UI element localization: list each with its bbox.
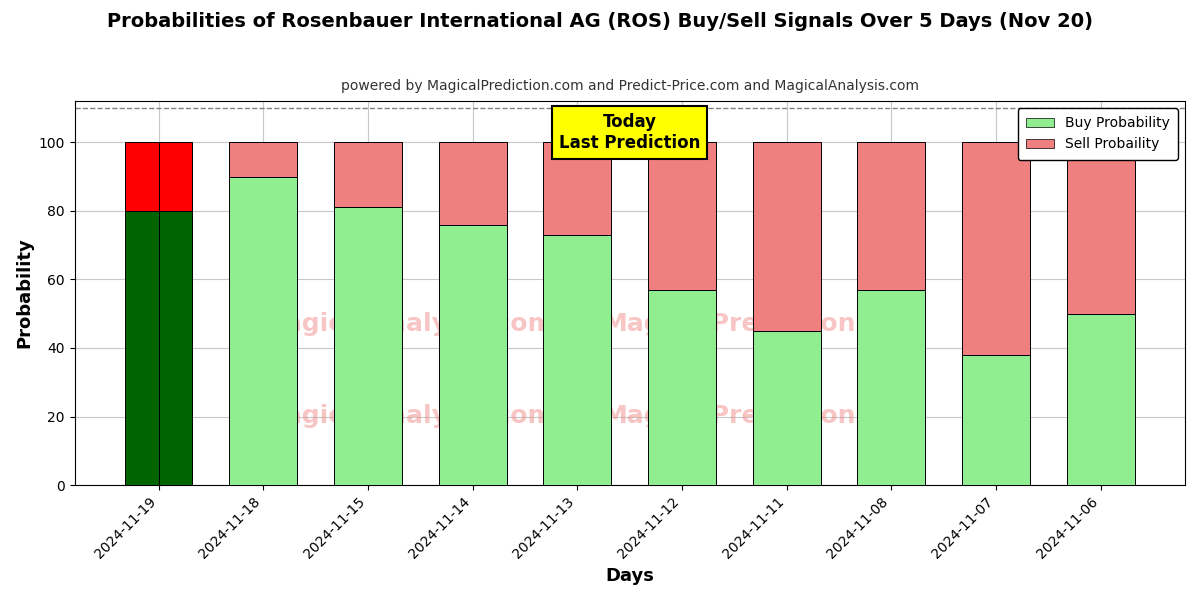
Bar — [544, 142, 611, 235]
Y-axis label: Probability: Probability — [16, 238, 34, 349]
Text: MagicalAnalysis.com: MagicalAnalysis.com — [260, 404, 554, 428]
Bar — [962, 142, 1030, 355]
Bar — [544, 235, 611, 485]
Text: Today
Last Prediction: Today Last Prediction — [559, 113, 701, 152]
Bar — [438, 224, 506, 485]
Bar — [752, 331, 821, 485]
Bar — [1067, 142, 1134, 314]
Bar — [438, 142, 506, 224]
Text: Probabilities of Rosenbauer International AG (ROS) Buy/Sell Signals Over 5 Days : Probabilities of Rosenbauer Internationa… — [107, 12, 1093, 31]
Bar — [125, 142, 158, 211]
Bar — [648, 142, 716, 290]
X-axis label: Days: Days — [605, 567, 654, 585]
Text: MagicalPrediction.com: MagicalPrediction.com — [602, 404, 924, 428]
Bar — [334, 208, 402, 485]
Bar — [962, 355, 1030, 485]
Bar — [334, 142, 402, 208]
Bar — [857, 290, 925, 485]
Bar — [158, 211, 192, 485]
Bar — [1067, 314, 1134, 485]
Text: MagicalAnalysis.com: MagicalAnalysis.com — [260, 312, 554, 336]
Bar — [857, 142, 925, 290]
Bar — [125, 211, 158, 485]
Bar — [158, 142, 192, 211]
Bar — [752, 142, 821, 331]
Bar — [648, 290, 716, 485]
Bar — [229, 142, 298, 176]
Text: MagicalPrediction.com: MagicalPrediction.com — [602, 312, 924, 336]
Title: powered by MagicalPrediction.com and Predict-Price.com and MagicalAnalysis.com: powered by MagicalPrediction.com and Pre… — [341, 79, 919, 93]
Legend: Buy Probability, Sell Probaility: Buy Probability, Sell Probaility — [1018, 108, 1178, 160]
Bar — [229, 176, 298, 485]
